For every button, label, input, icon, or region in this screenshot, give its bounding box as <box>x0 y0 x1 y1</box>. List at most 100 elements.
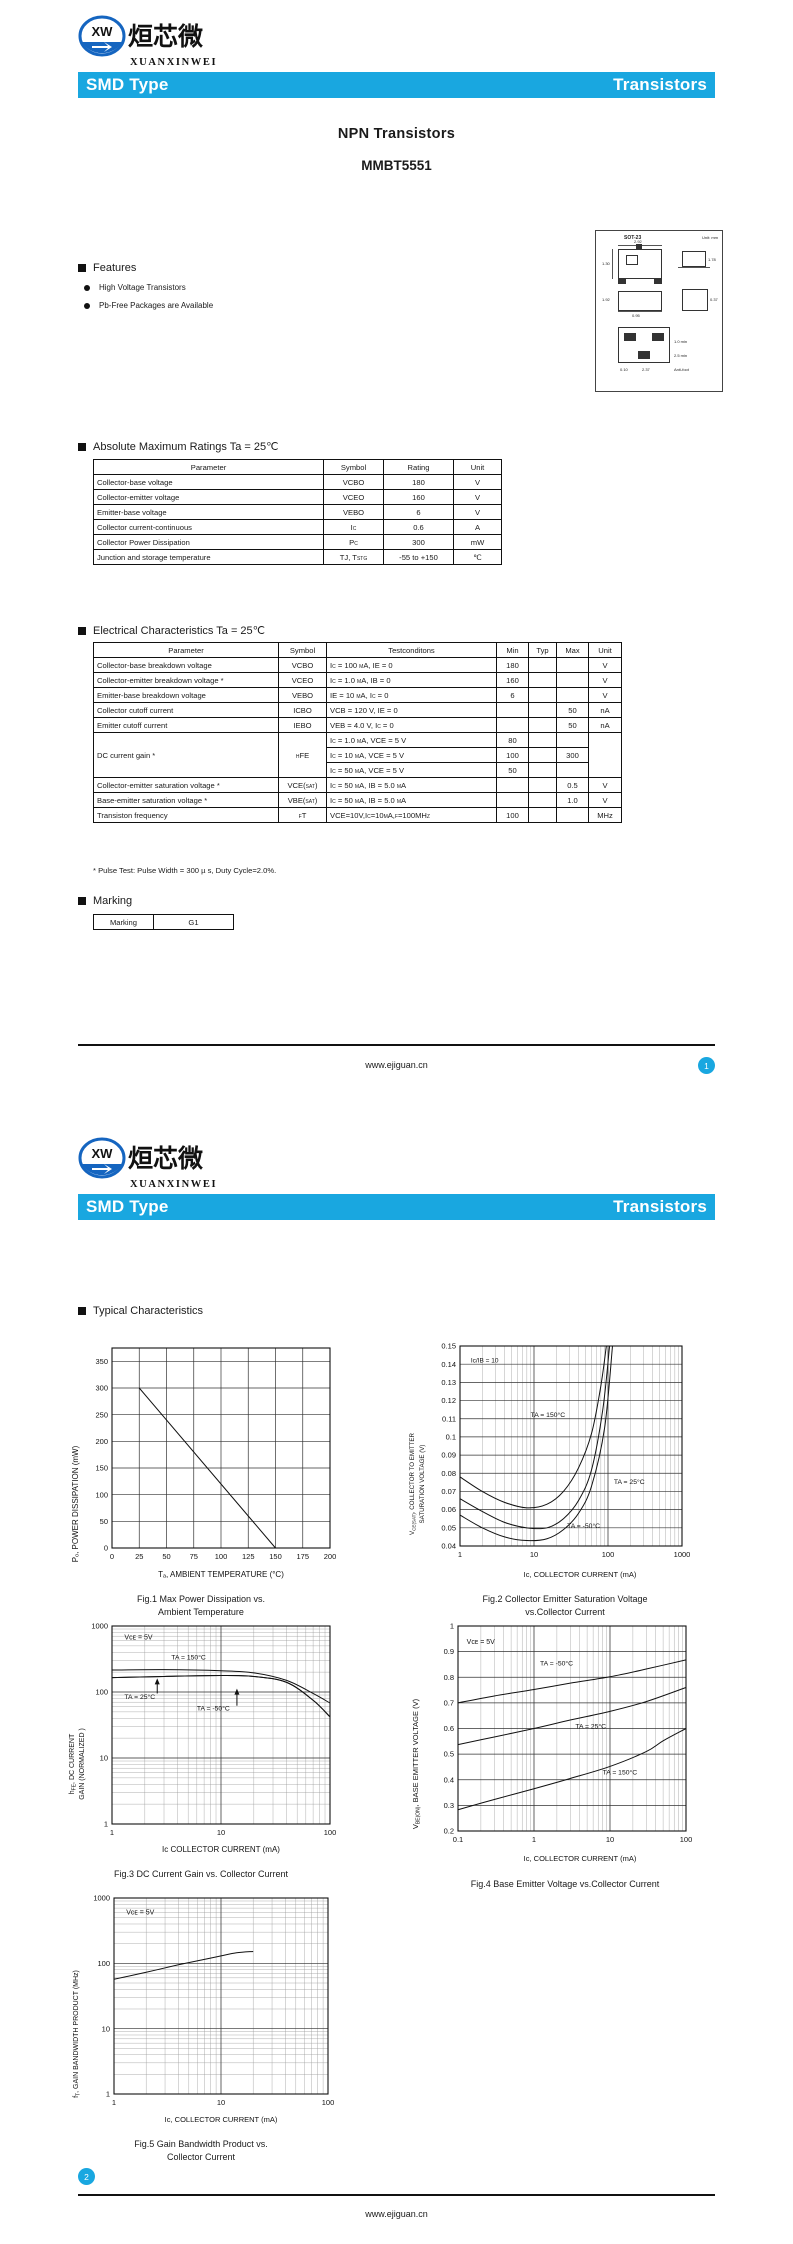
cell-parameter: Collector-emitter saturation voltage * <box>93 777 279 793</box>
series-ta-25-c <box>457 1687 687 1746</box>
col-symbol: Symbol <box>323 459 384 475</box>
svg-text:100: 100 <box>215 1552 228 1561</box>
cell-typ <box>528 762 557 778</box>
svg-text:300: 300 <box>95 1384 108 1393</box>
package-unit-note: Unit: mm <box>702 235 718 240</box>
cell-parameter: Emitter-base breakdown voltage <box>93 687 279 703</box>
cell-testcond: Ic = 50 mA, VCE = 5 V <box>326 762 497 778</box>
svg-text:1: 1 <box>106 2090 110 2099</box>
table-row: Collector-base breakdown voltage VCBO Ic… <box>93 657 622 673</box>
pkg-top-view <box>618 249 662 279</box>
col-testcond: Testconditons <box>326 642 497 658</box>
fig1-caption: Fig.1 Max Power Dissipation vs. Ambient … <box>56 1593 346 1619</box>
svg-text:XW: XW <box>92 1146 114 1161</box>
svg-text:100: 100 <box>322 2098 335 2107</box>
svg-text:100: 100 <box>95 1688 108 1697</box>
marking-table: Marking G1 <box>93 914 234 930</box>
svg-text:350: 350 <box>95 1357 108 1366</box>
features-section: Features High Voltage Transistors Pb-Fre… <box>78 262 213 310</box>
svg-text:150: 150 <box>269 1552 282 1561</box>
footer-url: www.ejiguan.cn <box>365 1060 428 1070</box>
cell-symbol: VCBO <box>323 474 384 490</box>
pkg-dim-label: 1.30 <box>602 261 610 266</box>
typical-characteristics-heading: Typical Characteristics <box>78 1305 203 1317</box>
svg-text:0.07: 0.07 <box>441 1487 456 1496</box>
pkg-dim-label: 0.95 <box>632 313 640 318</box>
cell-unit: V <box>588 687 622 703</box>
cell-parameter: Collector-emitter breakdown voltage * <box>93 672 279 688</box>
absolute-max-table: Parameter Symbol Rating Unit Collector-b… <box>93 459 502 565</box>
table-row: Marking G1 <box>93 914 234 930</box>
series-ta-150-c <box>111 1669 331 1704</box>
col-max: Max <box>556 642 589 658</box>
svg-text:0.11: 0.11 <box>442 1414 456 1423</box>
pkg-footprint-view <box>618 327 670 363</box>
page-number-badge: 1 <box>698 1057 715 1074</box>
table-header-row: Parameter Symbol Testconditons Min Typ M… <box>93 642 622 658</box>
figure-3: 1 10 100 1 10 100 1000 Vᴄᴇ = 5V TA = 150°C TA = 2… <box>56 1614 346 1881</box>
cell-unit: V <box>453 489 502 505</box>
cell-unit: nA <box>588 717 622 733</box>
svg-text:10: 10 <box>606 1835 614 1844</box>
cell-unit: A <box>453 519 502 535</box>
table-row: Collector current-continuous Ic 0.6 A <box>93 519 502 535</box>
bullet-square-icon <box>78 442 86 451</box>
table-row: Collector cutoff current ICBO VCB = 120 … <box>93 702 622 718</box>
series-ta-150-c <box>457 1728 687 1811</box>
cell-typ <box>528 732 557 748</box>
svg-text:10: 10 <box>217 1828 225 1837</box>
feature-label: Pb-Free Packages are Available <box>99 301 214 310</box>
cell-min <box>496 717 529 733</box>
table-row: Collector-base voltage VCBO 180 V <box>93 474 502 490</box>
pkg-dim-label: 1.92 <box>602 297 610 302</box>
bullet-dot-icon <box>84 302 90 309</box>
cell-parameter: Junction and storage temperature <box>93 549 324 565</box>
figure-1: 0 25 50 75 100 125 150 175 200 0 50 100 150 200 250 300… <box>56 1334 346 1619</box>
svg-text:0.08: 0.08 <box>441 1469 456 1478</box>
table-row: Emitter-base voltage VEBO 6 V <box>93 504 502 520</box>
svg-text:50: 50 <box>162 1552 170 1561</box>
svg-text:1000: 1000 <box>674 1550 691 1559</box>
section-header-bar: SMD Type Transistors <box>78 72 715 98</box>
fig1-caption-line: Ambient Temperature <box>158 1607 244 1617</box>
cell-rating: 6 <box>383 504 454 520</box>
svg-text:100: 100 <box>324 1828 337 1837</box>
cell-testcond: VCB = 120 V, IE = 0 <box>326 702 497 718</box>
pkg-dim-label: 1.0 min <box>674 339 688 344</box>
table-row: Collector-emitter voltage VCEO 160 V <box>93 489 502 505</box>
fig2-ylabel-2: SATURATION VOLTAGE (V) <box>419 1445 426 1524</box>
chart-annotation: TA = 25°C <box>124 1693 155 1701</box>
svg-text:1: 1 <box>532 1835 536 1844</box>
chart-annotation: Vᴄᴇ = 5V <box>124 1635 152 1642</box>
fig1-caption-line: Fig.1 Max Power Dissipation vs. <box>136 1594 266 1604</box>
svg-text:75: 75 <box>190 1552 198 1561</box>
fig3-chart: 1 10 100 1 10 100 1000 Vᴄᴇ = 5V TA = 150°C TA = 2… <box>69 1622 337 1854</box>
cell-parameter: Collector-base breakdown voltage <box>93 657 279 673</box>
cell-parameter: Collector-emitter voltage <box>93 489 324 505</box>
header-right-label: Transistors <box>613 1197 707 1216</box>
svg-text:0.4: 0.4 <box>444 1775 454 1784</box>
cell-parameter: Collector current-continuous <box>93 519 324 535</box>
cell-unit: mW <box>453 534 502 550</box>
fig3-ylabel-1: hFE, DC CURRENT <box>69 1733 78 1794</box>
svg-text:0.14: 0.14 <box>441 1360 456 1369</box>
logo-english-name: XUANXINWEI <box>130 1179 218 1190</box>
cell-rating: 180 <box>383 474 454 490</box>
cell-typ <box>528 777 557 793</box>
cell-testcond: VCE=10V,Ic=10mA,f=100MHz <box>326 807 497 823</box>
feature-item: Pb-Free Packages are Available <box>84 301 213 310</box>
fig5-xlabel: Iᴄ, COLLECTOR CURRENT (mA) <box>165 2115 278 2124</box>
pkg-die <box>626 255 638 265</box>
col-parameter: Parameter <box>93 459 324 475</box>
fig1-chart: 0 25 50 75 100 125 150 175 200 0 50 100 150 200 250 300… <box>71 1347 336 1579</box>
pkg-pad <box>624 333 636 341</box>
cell-min: 180 <box>496 657 529 673</box>
cell-min <box>496 702 529 718</box>
cell-min: 100 <box>496 747 529 763</box>
cell-max <box>556 672 589 688</box>
datasheet-page-2: XW 烜芯微 XUANXINWEI SMD Type Transistors T… <box>0 1122 793 2244</box>
cell-max: 50 <box>556 717 589 733</box>
cell-testcond: Ic = 1.0 mA, IB = 0 <box>326 672 497 688</box>
series-ft <box>113 1950 254 1980</box>
bullet-square-icon <box>78 626 86 635</box>
